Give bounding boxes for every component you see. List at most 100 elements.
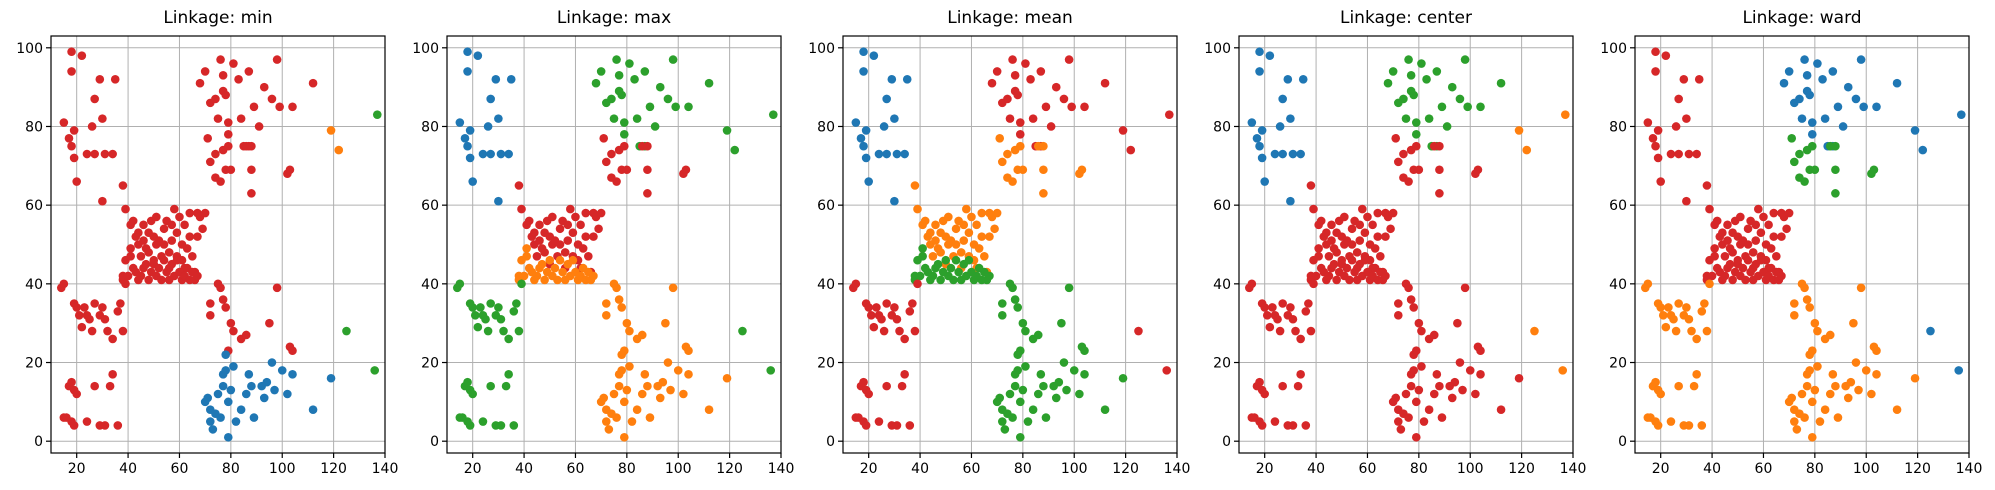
data-point: [1401, 389, 1411, 399]
data-point: [1777, 271, 1786, 281]
data-point: [1417, 326, 1426, 336]
data-point: [959, 220, 969, 230]
data-point: [882, 381, 891, 391]
data-point: [936, 248, 945, 257]
data-point: [946, 263, 956, 273]
data-point: [1013, 303, 1023, 312]
data-point: [612, 283, 621, 293]
data-point: [203, 133, 213, 143]
data-point: [522, 244, 531, 253]
data-point: [1026, 74, 1035, 84]
data-point: [116, 299, 125, 308]
data-point: [1041, 413, 1051, 422]
data-point: [1867, 389, 1876, 399]
data-point: [455, 279, 465, 289]
data-point: [90, 299, 99, 308]
x-tick-label: 120: [320, 461, 347, 477]
x-tick-label: 120: [1508, 461, 1535, 477]
data-point: [902, 74, 912, 84]
data-point: [1833, 413, 1843, 422]
data-point: [599, 133, 609, 143]
data-point: [704, 405, 714, 415]
data-point: [342, 326, 351, 336]
data-point: [1800, 55, 1809, 64]
data-point: [134, 228, 143, 237]
data-point: [1411, 130, 1421, 139]
data-point: [1702, 181, 1712, 190]
data-point: [640, 67, 650, 76]
data-point: [1062, 385, 1071, 395]
data-point: [1059, 94, 1069, 104]
data-point: [1005, 114, 1015, 123]
data-point: [1653, 153, 1663, 163]
data-point: [563, 236, 573, 245]
data-point: [630, 74, 639, 84]
data-point: [1347, 224, 1357, 234]
data-point: [118, 181, 128, 190]
data-point: [473, 51, 483, 60]
data-point: [1653, 126, 1663, 135]
data-point: [226, 385, 236, 395]
data-point: [1296, 370, 1305, 379]
panel-title: Linkage: max: [557, 8, 671, 28]
data-point: [1013, 350, 1023, 359]
data-point: [1270, 149, 1280, 159]
data-point: [234, 74, 243, 84]
data-point: [504, 370, 513, 379]
data-point: [272, 55, 282, 64]
x-tick-label: 80: [618, 461, 636, 477]
data-point: [872, 303, 881, 312]
data-point: [1674, 299, 1683, 308]
data-point: [82, 417, 92, 426]
data-point: [964, 228, 974, 237]
data-point: [954, 267, 963, 277]
data-point: [494, 196, 503, 206]
data-point: [668, 55, 678, 64]
data-point: [936, 275, 945, 285]
data-point: [1805, 303, 1815, 312]
data-point: [1710, 252, 1719, 261]
data-point: [110, 74, 120, 84]
data-point: [1723, 220, 1732, 230]
data-point: [622, 165, 632, 175]
data-point: [980, 252, 989, 261]
data-point: [985, 232, 994, 241]
data-point: [1100, 405, 1110, 415]
data-point: [59, 118, 69, 127]
data-point: [1270, 417, 1280, 426]
data-point: [152, 212, 161, 222]
data-point: [1828, 370, 1838, 379]
data-point: [555, 255, 565, 265]
data-point: [522, 252, 531, 261]
data-point: [1286, 114, 1295, 123]
data-point: [249, 102, 259, 112]
data-point: [1306, 326, 1316, 336]
data-point: [64, 133, 74, 143]
data-point: [483, 326, 493, 336]
data-point: [1710, 244, 1719, 253]
data-point: [1381, 271, 1390, 281]
data-point: [1843, 82, 1853, 92]
data-point: [1417, 59, 1426, 68]
data-point: [486, 381, 495, 391]
y-tick-label: 80: [817, 119, 835, 135]
data-point: [1399, 94, 1408, 104]
data-point: [463, 377, 472, 387]
data-point: [637, 389, 647, 399]
data-point: [98, 114, 107, 123]
y-tick-label: 100: [16, 41, 43, 57]
data-point: [1802, 295, 1812, 304]
axes-frame: [446, 35, 782, 454]
data-point: [1769, 208, 1779, 218]
data-point: [1689, 381, 1699, 391]
data-point: [1810, 165, 1820, 175]
data-point: [205, 157, 215, 167]
data-point: [1718, 228, 1727, 237]
data-point: [627, 417, 637, 426]
y-tick-label: 100: [1204, 41, 1231, 57]
data-point: [619, 397, 629, 407]
data-point: [1872, 102, 1881, 112]
data-point: [1651, 141, 1660, 151]
data-point: [193, 232, 202, 241]
